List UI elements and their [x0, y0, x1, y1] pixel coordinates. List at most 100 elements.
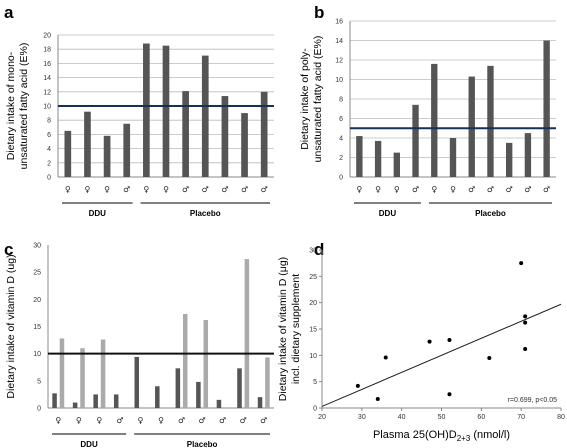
data-point	[447, 392, 452, 397]
bar-series-1	[155, 386, 160, 408]
bar	[431, 63, 438, 177]
y-axis-label: Dietary intake of vitamin D (ug)	[5, 254, 17, 398]
y-tick-label: 8	[339, 97, 343, 104]
x-tick-symbol: ♂	[241, 185, 248, 194]
bar	[143, 43, 150, 177]
bar-series-2	[59, 338, 65, 408]
x-tick-symbol: ♀	[163, 185, 169, 194]
x-tick-symbol: ♀	[85, 185, 91, 194]
data-point	[523, 314, 528, 319]
x-tick-label: 80	[557, 414, 565, 421]
bar-series-2	[182, 314, 188, 408]
bar	[356, 136, 363, 177]
bar	[374, 140, 382, 177]
x-tick-symbol: ♀	[138, 416, 144, 425]
panel-letter: c	[4, 240, 13, 259]
group-label: Placebo	[187, 440, 218, 448]
panel-letter: b	[314, 3, 324, 22]
bar-series-1	[52, 393, 57, 408]
y-axis-label: Dietary intake of poly-unsaturated fatty…	[299, 36, 324, 163]
trendline	[321, 303, 562, 407]
y-tick-label: 8	[47, 118, 51, 125]
y-axis-label-line: Dietary intake of mono-	[5, 51, 17, 160]
x-tick-symbol: ♂	[123, 185, 130, 194]
bar	[412, 104, 419, 177]
x-tick-symbol: ♂	[468, 185, 475, 194]
y-tick-label: 2	[339, 155, 343, 162]
data-point	[375, 397, 380, 402]
x-tick-symbol: ♂	[199, 416, 206, 425]
y-tick-label: 15	[33, 324, 41, 331]
y-tick-label: 25	[33, 270, 41, 277]
x-axis-label-subscript: 2+3	[457, 434, 471, 443]
y-tick-label: 2	[47, 160, 51, 167]
bar-series-1	[113, 394, 119, 408]
bar	[201, 55, 209, 178]
y-tick-label: 10	[309, 353, 317, 360]
x-tick-symbol: ♀	[55, 416, 61, 425]
y-axis-label: Dietary intake of vitamin D (μg)incl. di…	[277, 257, 302, 401]
panel-c: c 0 5 10 15 20 25 30 ♀ ♀ ♀ ♂ ♀ ♀ ♂ ♂ ♂ ♂ ♂ DDU Placebo Dietar…	[4, 240, 274, 448]
x-tick-symbol: ♂	[260, 416, 267, 425]
bar	[84, 111, 91, 177]
bar-series-2	[203, 319, 209, 408]
bar	[103, 135, 111, 177]
y-tick-label: 18	[43, 47, 51, 54]
group-label: DDU	[80, 440, 98, 448]
x-tick-symbol: ♂	[178, 416, 185, 425]
y-tick-label: 12	[43, 89, 51, 96]
bar-series-1	[257, 397, 263, 408]
x-tick-symbol: ♂	[116, 416, 123, 425]
y-tick-label: 14	[43, 75, 51, 82]
y-axis-label-line: Dietary intake of vitamin D (μg)	[277, 257, 289, 401]
bar-series-1	[93, 394, 98, 408]
bar	[487, 65, 494, 177]
bar	[468, 76, 475, 177]
x-tick-label: 70	[517, 414, 525, 421]
x-axis-label-main: Plasma 25(OH)D	[373, 429, 457, 441]
x-tick-symbol: ♂	[487, 185, 494, 194]
x-tick-label: 30	[358, 414, 366, 421]
y-tick-label: 0	[47, 175, 51, 182]
y-tick-label: 4	[339, 136, 343, 143]
group-label: Placebo	[190, 209, 221, 218]
x-tick-symbol: ♀	[65, 185, 71, 194]
y-tick-label: 16	[335, 19, 343, 26]
x-tick-label: 20	[318, 414, 326, 421]
x-axis-label-unit: (nmol/l)	[470, 429, 510, 441]
bar	[162, 45, 170, 178]
y-tick-label: 0	[313, 406, 317, 413]
x-tick-symbol: ♀	[356, 185, 362, 194]
x-tick-symbol: ♂	[524, 185, 531, 194]
x-tick-symbol: ♀	[375, 185, 381, 194]
y-tick-label: 6	[339, 116, 343, 123]
x-tick-symbol: ♂	[543, 185, 550, 194]
y-axis-label: Dietary intake of mono-unsaturated fatty…	[5, 43, 30, 170]
y-axis-label-line: unsaturated fatty acid (E%)	[18, 43, 30, 170]
y-tick-label: 16	[43, 61, 51, 68]
bar-series-2	[100, 339, 106, 408]
bar	[260, 91, 268, 177]
bar-series-1	[237, 368, 242, 408]
y-tick-label: 5	[313, 379, 317, 386]
panel-letter: a	[4, 3, 14, 22]
x-tick-label: 50	[438, 414, 446, 421]
data-point	[447, 338, 452, 343]
y-tick-label: 5	[37, 378, 41, 385]
data-point	[427, 339, 432, 344]
bar-series-2	[265, 357, 270, 408]
data-point	[519, 261, 524, 266]
bar	[182, 91, 189, 177]
y-tick-label: 20	[309, 300, 317, 307]
y-tick-label: 20	[33, 297, 41, 304]
bar-series-1	[134, 356, 140, 408]
bar	[524, 133, 532, 177]
y-tick-label: 30	[33, 243, 41, 250]
x-tick-symbol: ♀	[76, 416, 82, 425]
bar	[449, 138, 457, 177]
x-axis-label: Plasma 25(OH)D2+3 (nmol/l)	[373, 429, 510, 443]
bar-series-2	[244, 259, 250, 408]
x-tick-symbol: ♀	[96, 416, 102, 425]
